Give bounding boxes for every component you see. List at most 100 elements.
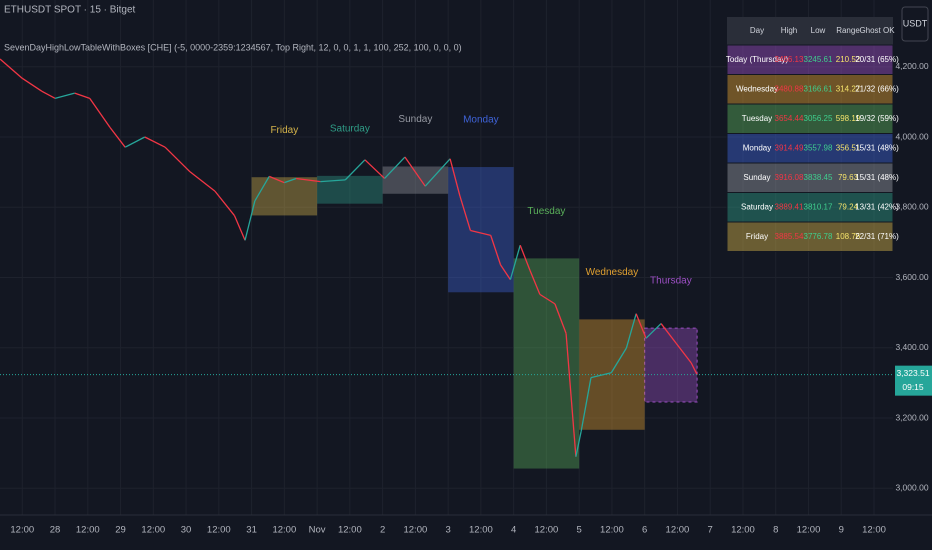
x-tick-label: 5 — [577, 525, 582, 536]
x-tick-label: 12:00 — [797, 525, 821, 536]
price-segment — [269, 175, 285, 184]
table-cell: 598.19 — [836, 114, 861, 123]
x-tick-label: 12:00 — [666, 525, 690, 536]
day-box-label: Wednesday — [586, 267, 639, 278]
table-cell: Wednesday — [736, 84, 778, 93]
price-segment — [284, 177, 297, 184]
table-row-bg — [726, 133, 894, 164]
x-tick-label: Nov — [309, 525, 326, 536]
price-segment — [645, 323, 662, 339]
price-segment — [89, 97, 111, 128]
price-segment — [529, 270, 541, 295]
x-tick-label: 29 — [115, 525, 126, 536]
y-tick-label: 4,200.00 — [895, 61, 928, 71]
last-price-tag — [895, 365, 932, 396]
price-segment — [109, 127, 126, 148]
table-cell: 3056.25 — [804, 114, 833, 123]
table-cell: Tuesday — [742, 114, 772, 123]
x-tick-label: 3 — [445, 525, 450, 536]
table-header: Range — [836, 26, 860, 35]
price-segment — [490, 235, 502, 266]
table-cell: 108.76 — [836, 232, 861, 241]
price-segment — [580, 377, 592, 432]
table-cell: 3916.08 — [775, 173, 804, 182]
table-row-bg — [726, 221, 894, 252]
price-segment — [590, 372, 612, 379]
indicator-label: SevenDayHighLowTableWithBoxes [CHE] (-5,… — [4, 42, 462, 52]
table-cell: 3776.78 — [804, 232, 833, 241]
day-boxes: Thursday Wednesday Tuesday Monday Sunday Satu… — [251, 114, 698, 469]
day-box-label: Thursday — [650, 276, 692, 287]
price-segment — [233, 215, 246, 241]
table-cell: Monday — [743, 143, 771, 152]
y-tick-label: 3,600.00 — [895, 272, 928, 282]
table-cell: 13/31 (42%) — [855, 202, 899, 211]
price-segment — [124, 136, 146, 148]
table-cell: 79.24 — [838, 202, 859, 211]
x-tick-label: 12:00 — [76, 525, 100, 536]
price-segment — [164, 146, 191, 173]
x-tick-label: 12:00 — [141, 525, 165, 536]
price-segment — [575, 431, 582, 457]
day-box-label: Tuesday — [527, 206, 565, 217]
x-tick-label: 12:00 — [731, 525, 755, 536]
table-cell: 3914.49 — [775, 143, 804, 152]
price-segment — [459, 195, 472, 231]
price-segment — [41, 90, 56, 99]
x-tick-label: 12:00 — [10, 525, 34, 536]
table-cell: 20/31 (65%) — [855, 55, 899, 64]
y-tick-label: 3,400.00 — [895, 342, 928, 352]
countdown-label: 09:15 — [902, 382, 924, 392]
axes: 3,000.00 3,200.00 3,400.00 3,600.00 3,800.00… — [0, 61, 932, 536]
x-tick-label: 9 — [839, 525, 844, 536]
x-tick-label: 8 — [773, 525, 778, 536]
grid — [0, 0, 893, 515]
price-segment — [254, 176, 270, 202]
x-tick-label: 28 — [50, 525, 61, 536]
x-tick-label: 2 — [380, 525, 385, 536]
table-header-bg — [727, 17, 893, 45]
price-segment — [244, 200, 256, 241]
table-cell: 3456.13 — [775, 55, 804, 64]
table-row-bg — [726, 103, 894, 134]
x-tick-label: 31 — [246, 525, 257, 536]
price-segment — [344, 159, 366, 181]
table-cell: 314.27 — [836, 84, 861, 93]
day-box-label: Friday — [270, 125, 298, 136]
table-header: Ghost OK — [859, 26, 895, 35]
x-tick-label: 7 — [708, 525, 713, 536]
x-tick-label: 12:00 — [862, 525, 886, 536]
price-segment — [675, 342, 692, 364]
table-cell: 3889.41 — [775, 202, 804, 211]
price-segment — [519, 244, 531, 271]
price-segment — [539, 293, 556, 305]
price-segment — [54, 92, 75, 99]
last-price-label: 3,323.51 — [896, 368, 929, 378]
day-box — [644, 327, 698, 403]
x-tick-label: 12:00 — [403, 525, 427, 536]
y-tick-label: 3,200.00 — [895, 412, 928, 422]
day-box — [448, 167, 514, 293]
table-cell: 3654.44 — [775, 114, 804, 123]
table-cell: 3885.54 — [775, 232, 804, 241]
x-tick-label: 6 — [642, 525, 647, 536]
day-box-label: Saturday — [330, 123, 370, 134]
price-segment — [500, 264, 511, 280]
price-segment — [144, 136, 166, 148]
price-segment — [554, 303, 567, 334]
table-cell: 79.63 — [838, 173, 859, 182]
table-header: Day — [750, 26, 764, 35]
x-tick-label: 12:00 — [207, 525, 231, 536]
price-segment — [384, 156, 406, 179]
table-header: Low — [811, 26, 826, 35]
currency-button-label[interactable]: USDT — [903, 18, 928, 28]
table-cell: 3838.45 — [804, 173, 833, 182]
price-segment — [296, 177, 321, 183]
price-segment — [449, 158, 461, 197]
x-tick-label: 12:00 — [338, 525, 362, 536]
table-cell: 3480.88 — [775, 84, 804, 93]
currency-button[interactable] — [901, 6, 929, 42]
price-segment — [635, 313, 647, 339]
